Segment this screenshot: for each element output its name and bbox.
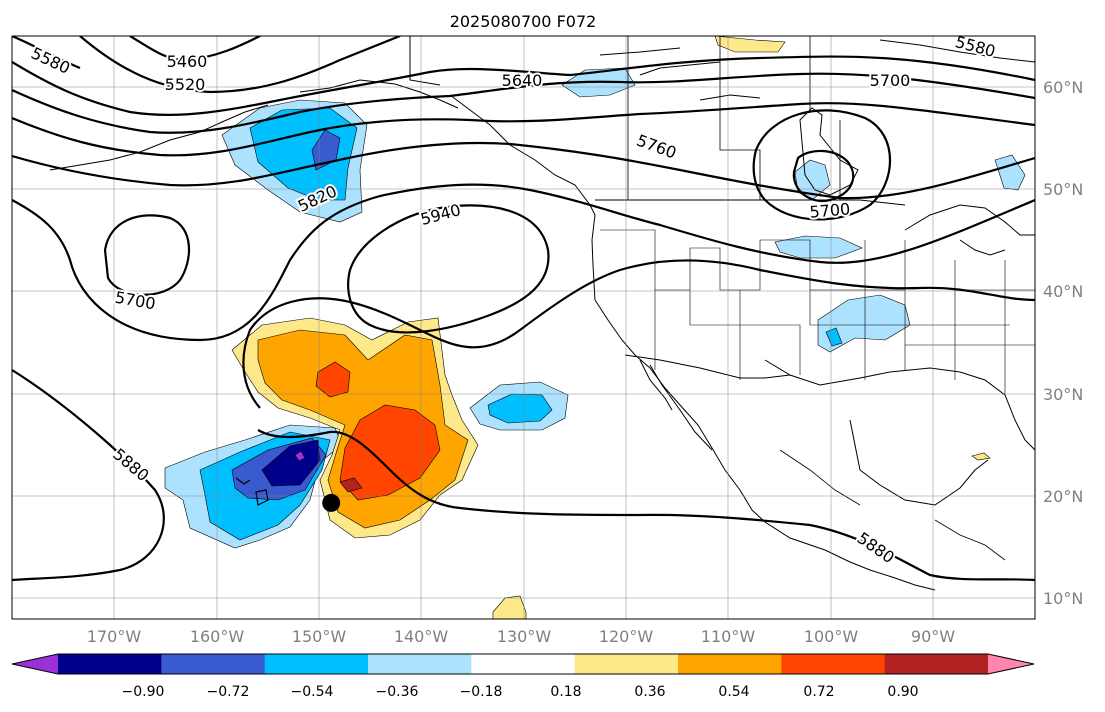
map-panel: 5580 5460 5520 5640 5700 5760 5820 5940 … [11,35,1036,620]
contour-5820 [12,183,1035,342]
coastline-alaska-south [299,79,459,109]
gridlines [12,36,1035,619]
lon-label: 130°W [497,627,552,646]
anomaly-hawaii-navy [261,439,321,487]
contour-5760 [12,141,1035,200]
anomaly-positive-red-small [315,361,351,398]
contour-5700-low-canada [792,149,855,203]
contour-5700-low-canada-outer [752,109,892,221]
colorbar-tick-label: −0.18 [460,684,503,700]
lat-label: 40°N [1043,282,1083,301]
borders-us-states [600,229,1035,395]
anomaly-shading [164,36,1026,619]
coastlines [49,36,1035,591]
lat-label: 50°N [1043,180,1083,199]
colorbar-segment [368,654,472,674]
anomaly-positive-red [339,404,441,501]
lon-label: 140°W [394,627,449,646]
lon-label: 120°W [599,627,654,646]
colorbar-segment [471,654,576,674]
lat-label: 10°N [1043,589,1083,608]
colorbar-tick-label: −0.72 [207,684,250,700]
colorbar-segment [58,654,162,674]
coastline-north-america-west [449,94,936,591]
contour-label: 5460 [167,52,208,71]
colorbar-tick-label: 0.54 [718,684,749,700]
lon-label: 170°W [87,627,142,646]
lon-label: 160°W [190,627,245,646]
coastline-gulf-of-mexico [764,359,1035,506]
latitude-labels: 10°N 20°N 30°N 40°N 50°N 60°N [1043,78,1083,608]
colorbar-tick-label: 0.90 [887,684,918,700]
contour-5700-north [12,102,1035,157]
map-title: 2025080700 F072 [450,12,597,31]
colorbar-extend-min [12,654,58,674]
contour-label: 5640 [502,71,543,90]
anomaly-plains-light-blue [774,235,863,259]
colorbar-tick-label: 0.18 [550,684,581,700]
contour-5460 [129,36,261,62]
coastline-arctic [599,39,1035,101]
contour-5700-low-west [103,214,190,296]
colorbar-segment [678,654,782,674]
contour-5580 [12,55,1035,116]
contour-5940 [347,204,550,334]
height-contours [12,36,1035,582]
anomaly-texas-blue [825,327,843,347]
border-us-mexico [624,354,791,379]
map-frame [11,35,1036,620]
lon-label: 110°W [701,627,756,646]
contour-label: 5520 [165,75,206,94]
anomaly-hawaii-purple [294,450,306,462]
colorbar-segment [781,654,886,674]
coastline-baja [639,359,713,451]
coastline-aleutians [49,104,269,171]
anomaly-arctic-yellow [714,36,786,53]
colorbar-tick-label: −0.36 [376,684,419,700]
contour-5580-west [12,36,81,70]
colorbar-segment [884,654,989,674]
coastline-great-lakes [904,204,1035,256]
lon-label: 150°W [292,627,347,646]
contour-5520 [79,36,401,94]
anomaly-positive-dark-red [339,477,363,493]
hawaiian-islands [235,477,269,506]
colorbar-tick-label: 0.36 [634,684,665,700]
contour-label: 5700 [809,199,851,221]
storm-center-marker [322,493,341,512]
lat-label: 30°N [1043,385,1083,404]
border-alaska-canada [409,36,441,86]
contour-5880-south [257,429,1035,582]
colorbar-segment [161,654,266,674]
anomaly-texas-light-blue [817,294,911,353]
colorbar-segment [264,654,369,674]
colorbar-tick-labels: −0.90 −0.72 −0.54 −0.36 −0.18 0.18 0.36 … [122,684,919,700]
mexico-interior [779,449,1006,561]
colorbar-tick-label: −0.54 [291,684,334,700]
longitude-labels: 170°W 160°W 150°W 140°W 130°W 120°W 110°… [87,627,955,646]
colorbar: −0.90 −0.72 −0.54 −0.36 −0.18 0.18 0.36 … [11,653,1035,700]
colorbar-segment [574,654,679,674]
borders-canada-provinces [627,36,841,200]
anomaly-caribbean-yellow [971,452,991,461]
colorbar-outline [11,653,1035,675]
colorbar-segments [12,654,1034,674]
contour-5880 [12,259,1035,582]
lat-label: 20°N [1043,487,1083,506]
lon-label: 100°W [804,627,859,646]
colorbar-extend-max [988,654,1034,674]
colorbar-tick-label: −0.90 [122,684,165,700]
lon-label: 90°W [911,627,955,646]
border-us-canada [595,199,906,206]
colorbar-tick-label: 0.72 [803,684,834,700]
contour-label: 5700 [870,71,911,90]
lat-label: 60°N [1043,78,1083,97]
coastline-hudson-bay [799,107,859,196]
contour-5640 [12,72,1035,134]
